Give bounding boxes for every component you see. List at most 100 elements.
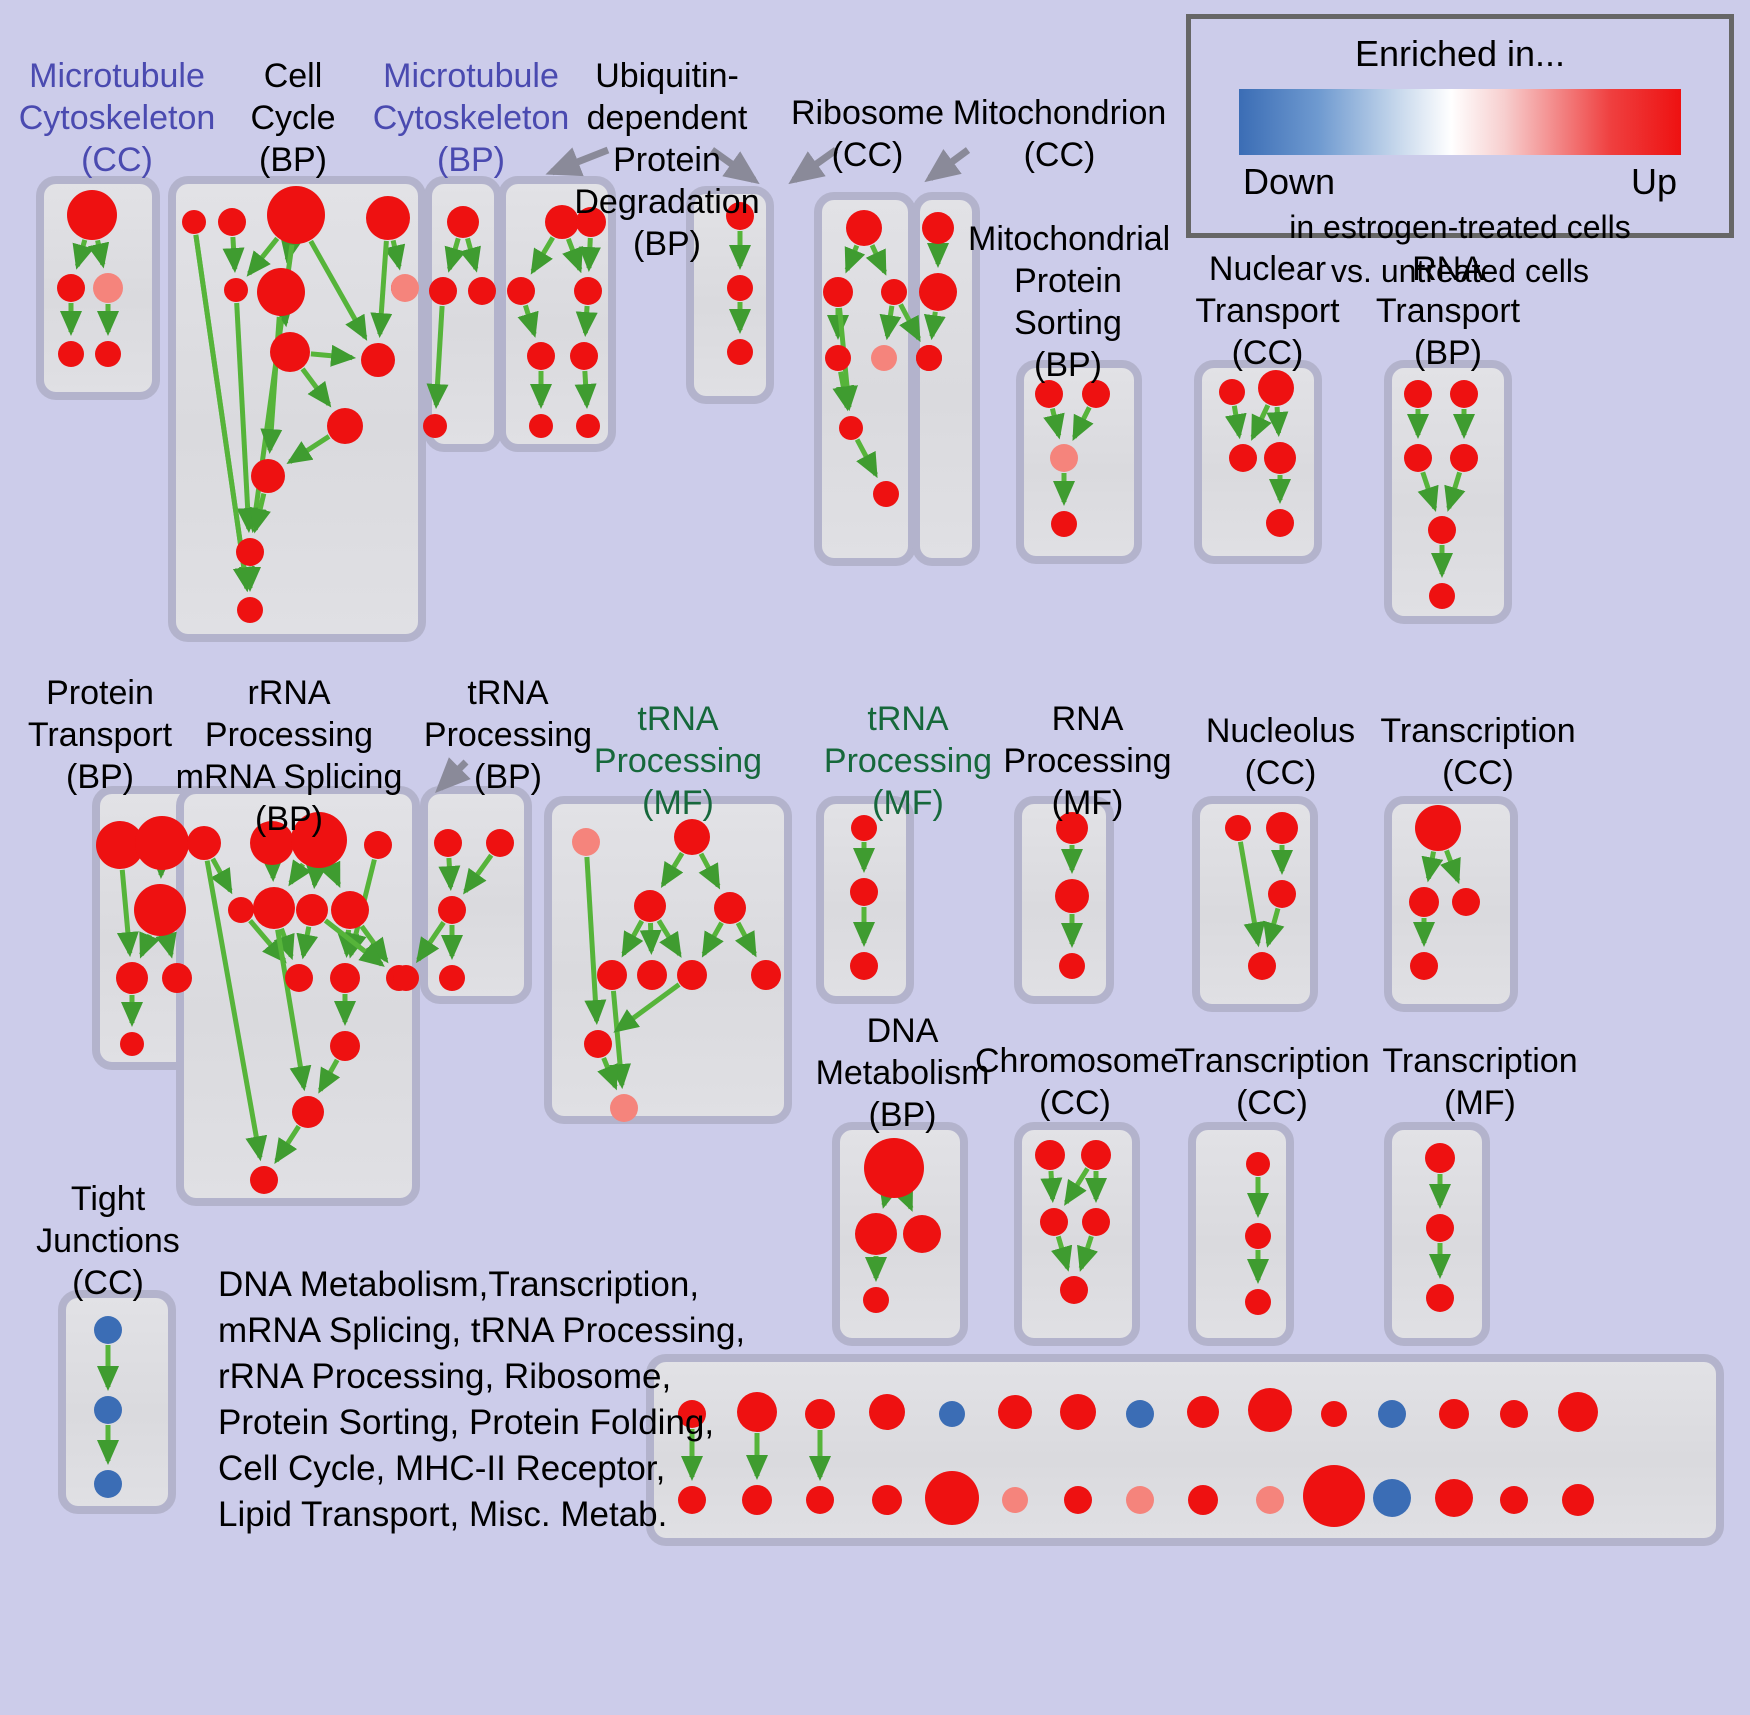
node-rna_processing_mf-0[interactable] — [1056, 812, 1088, 844]
node-trna_processing_mf_1-5[interactable] — [637, 960, 667, 990]
node-ubiquitin_degradation_bp-0[interactable] — [545, 205, 579, 239]
node-cell_cycle_bp-4[interactable] — [224, 278, 248, 302]
node-nucleolus_cc-3[interactable] — [1248, 952, 1276, 980]
node-trna_processing_bp-0[interactable] — [434, 829, 462, 857]
node-protein_transport_bp-0[interactable] — [96, 821, 144, 869]
node-rrna_mrna_splicing_bp-9[interactable] — [330, 963, 360, 993]
node-trna_processing_mf_2-2[interactable] — [850, 952, 878, 980]
node-misc_strip-29[interactable] — [1562, 1484, 1594, 1516]
node-misc_strip-22[interactable] — [1126, 1486, 1154, 1514]
node-protein_transport_bp-4[interactable] — [162, 963, 192, 993]
node-transcription_cc_bottom-2[interactable] — [1245, 1289, 1271, 1315]
node-rna_transport_bp-4[interactable] — [1428, 516, 1456, 544]
node-misc_strip-5[interactable] — [998, 1395, 1032, 1429]
node-cell_cycle_bp-11[interactable] — [236, 538, 264, 566]
node-cell_cycle_bp-5[interactable] — [257, 268, 305, 316]
node-trna_processing_bp-3[interactable] — [393, 965, 419, 991]
node-rna_transport_bp-5[interactable] — [1429, 583, 1455, 609]
node-ubiquitin_degradation_bp-3[interactable] — [527, 342, 555, 370]
node-misc_strip-3[interactable] — [869, 1394, 905, 1430]
node-nucleolus_cc-0[interactable] — [1225, 815, 1251, 841]
node-misc_strip-8[interactable] — [1187, 1396, 1219, 1428]
node-cell_cycle_bp-0[interactable] — [182, 210, 206, 234]
node-transcription_cc_bottom-0[interactable] — [1246, 1152, 1270, 1176]
node-rrna_mrna_splicing_bp-11[interactable] — [292, 1096, 324, 1128]
node-transcription_cc_top-2[interactable] — [1452, 888, 1480, 916]
node-mitochondrion_cc-0[interactable] — [922, 212, 954, 244]
node-protein_transport_bp-5[interactable] — [120, 1032, 144, 1056]
node-microtubule_cytoskeleton_cc-2[interactable] — [93, 273, 123, 303]
node-chromosome_cc-4[interactable] — [1060, 1276, 1088, 1304]
node-misc_strip-18[interactable] — [872, 1485, 902, 1515]
node-rna_processing_mf-2[interactable] — [1059, 953, 1085, 979]
node-misc_strip-2[interactable] — [805, 1399, 835, 1429]
node-rrna_mrna_splicing_bp-6[interactable] — [296, 894, 328, 926]
node-dna_metabolism_bp-0[interactable] — [864, 1138, 924, 1198]
node-protein_transport_bp-3[interactable] — [116, 962, 148, 994]
node-mitochondrial_protein_sorting_bp-2[interactable] — [1050, 444, 1078, 472]
node-trna_processing_mf_1-6[interactable] — [677, 960, 707, 990]
node-rrna_mrna_splicing_bp-4[interactable] — [228, 897, 254, 923]
node-trna_processing_bp-1[interactable] — [486, 829, 514, 857]
node-mitochondrion_cc-1[interactable] — [919, 273, 957, 311]
node-trna_processing_bp-4[interactable] — [439, 965, 465, 991]
node-rna_transport_bp-3[interactable] — [1450, 444, 1478, 472]
node-misc_strip-23[interactable] — [1188, 1485, 1218, 1515]
node-rrna_mrna_splicing_bp-7[interactable] — [331, 891, 369, 929]
node-cell_cycle_bp-3[interactable] — [366, 196, 410, 240]
node-microtubule_cytoskeleton_bp-0[interactable] — [447, 206, 479, 238]
node-microtubule_cytoskeleton_cc-1[interactable] — [57, 274, 85, 302]
node-transcription_cc_top-1[interactable] — [1409, 887, 1439, 917]
node-misc_strip-16[interactable] — [742, 1485, 772, 1515]
node-tight_junctions_cc-1[interactable] — [94, 1396, 122, 1424]
node-misc_strip-24[interactable] — [1256, 1486, 1284, 1514]
node-misc_strip-12[interactable] — [1439, 1399, 1469, 1429]
node-misc_strip-27[interactable] — [1435, 1479, 1473, 1517]
node-misc_strip-1[interactable] — [737, 1392, 777, 1432]
node-misc_strip-11[interactable] — [1378, 1400, 1406, 1428]
node-misc_strip-26[interactable] — [1373, 1479, 1411, 1517]
node-ribosome_cc-1[interactable] — [823, 277, 853, 307]
node-rna_transport_bp-1[interactable] — [1450, 380, 1478, 408]
node-ribosome_cc-4[interactable] — [871, 345, 897, 371]
node-nuclear_transport_cc-1[interactable] — [1258, 370, 1294, 406]
node-rrna_mrna_splicing_bp-0[interactable] — [187, 826, 221, 860]
node-ubiquitin_degradation_bp-5[interactable] — [570, 342, 598, 370]
node-microtubule_cytoskeleton_bp-2[interactable] — [429, 277, 457, 305]
node-rrna_mrna_splicing_bp-8[interactable] — [285, 964, 313, 992]
node-trna_processing_bp-2[interactable] — [438, 896, 466, 924]
node-ubiquitin_sub-0[interactable] — [726, 202, 754, 230]
node-nuclear_transport_cc-3[interactable] — [1264, 442, 1296, 474]
node-nuclear_transport_cc-2[interactable] — [1229, 444, 1257, 472]
node-transcription_mf-1[interactable] — [1426, 1214, 1454, 1242]
node-misc_strip-6[interactable] — [1060, 1394, 1096, 1430]
node-misc_strip-20[interactable] — [1002, 1487, 1028, 1513]
node-rrna_mrna_splicing_bp-2[interactable] — [291, 812, 347, 868]
node-ribosome_cc-6[interactable] — [839, 416, 863, 440]
node-trna_processing_mf_1-2[interactable] — [634, 890, 666, 922]
node-mitochondrial_protein_sorting_bp-3[interactable] — [1051, 511, 1077, 537]
node-nucleolus_cc-2[interactable] — [1268, 880, 1296, 908]
node-mitochondrion_cc-2[interactable] — [916, 345, 942, 371]
node-microtubule_cytoskeleton_bp-4[interactable] — [423, 414, 447, 438]
node-rrna_mrna_splicing_bp-10[interactable] — [330, 1031, 360, 1061]
node-cell_cycle_bp-12[interactable] — [237, 597, 263, 623]
node-rrna_mrna_splicing_bp-1[interactable] — [250, 821, 294, 865]
node-nuclear_transport_cc-4[interactable] — [1266, 509, 1294, 537]
node-nucleolus_cc-1[interactable] — [1266, 812, 1298, 844]
node-rrna_mrna_splicing_bp-3[interactable] — [364, 831, 392, 859]
node-rrna_mrna_splicing_bp-5[interactable] — [253, 887, 295, 929]
node-trna_processing_mf_1-0[interactable] — [572, 828, 600, 856]
node-misc_strip-9[interactable] — [1248, 1388, 1292, 1432]
node-dna_metabolism_bp-1[interactable] — [855, 1213, 897, 1255]
node-microtubule_cytoskeleton_cc-3[interactable] — [58, 341, 84, 367]
node-trna_processing_mf_1-3[interactable] — [714, 892, 746, 924]
node-trna_processing_mf_1-7[interactable] — [751, 960, 781, 990]
node-ubiquitin_degradation_bp-6[interactable] — [529, 414, 553, 438]
node-ubiquitin_sub-2[interactable] — [727, 339, 753, 365]
node-trna_processing_mf_1-9[interactable] — [610, 1094, 638, 1122]
node-misc_strip-15[interactable] — [678, 1486, 706, 1514]
node-rna_transport_bp-2[interactable] — [1404, 444, 1432, 472]
node-cell_cycle_bp-9[interactable] — [327, 408, 363, 444]
node-chromosome_cc-3[interactable] — [1082, 1208, 1110, 1236]
